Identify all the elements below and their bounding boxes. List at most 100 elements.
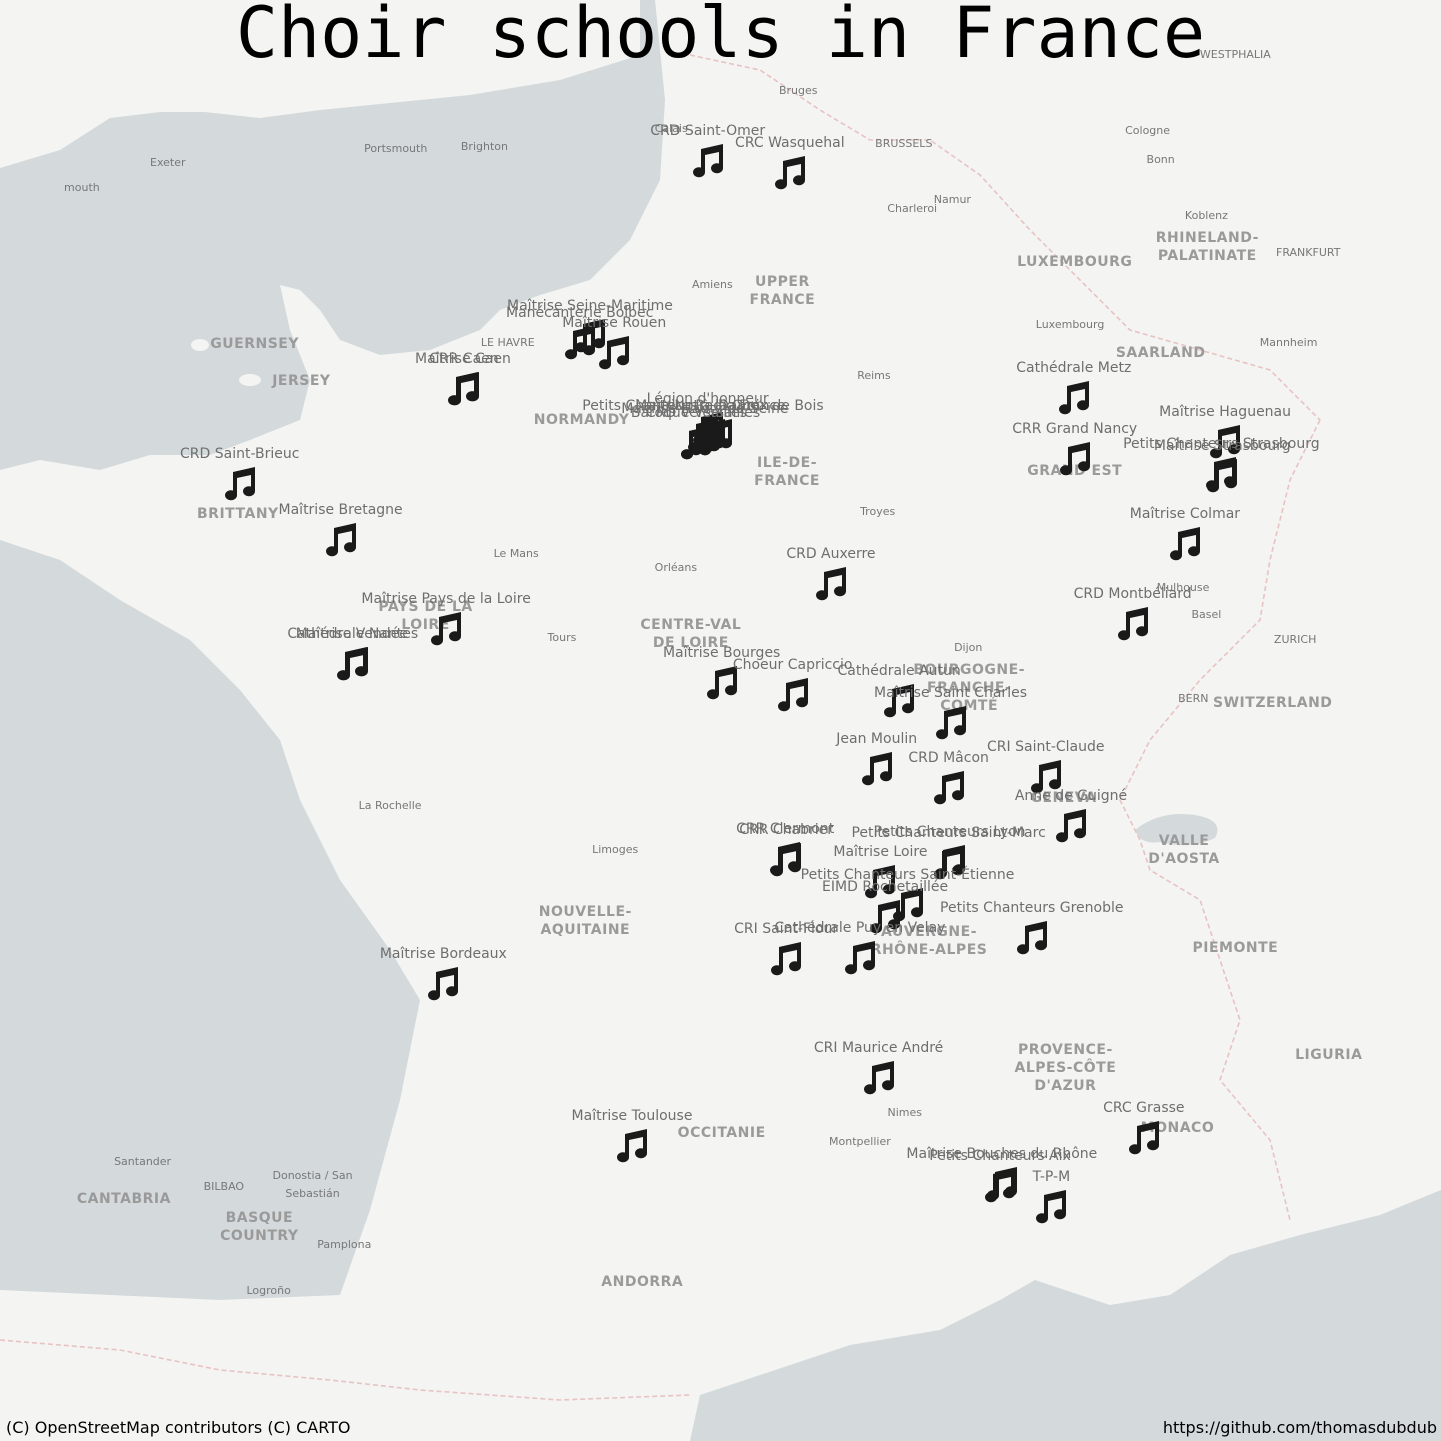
island-guernsey (191, 339, 209, 351)
source-link[interactable]: https://github.com/thomasdubdub (1162, 1418, 1437, 1437)
school-label: CRI Maurice André (813, 1040, 944, 1057)
music-note-icon[interactable] (560, 323, 600, 363)
music-note-icon[interactable] (676, 423, 716, 463)
music-note-icon[interactable] (929, 843, 969, 883)
school-label: Anne de Guigné (1014, 787, 1128, 804)
school-label: Maîtrise Strasbourg (1153, 437, 1291, 454)
school-label: Cathédrale Puy en Velay (774, 919, 946, 936)
music-note-icon[interactable] (688, 141, 728, 181)
school-label: Maîtrise Haguenau (1159, 403, 1292, 420)
school-label: Légion d'honneur (646, 390, 769, 407)
music-note-icon[interactable] (840, 938, 880, 978)
lake-geneva (1135, 814, 1218, 846)
city-label: Calais (654, 122, 688, 136)
music-note-icon[interactable] (444, 369, 484, 409)
school-label: Maîtrise Pays de la Loire (361, 591, 531, 608)
region-label: NORMANDY (533, 411, 630, 428)
mediterranean-sea (690, 1190, 1441, 1441)
music-note-icon[interactable] (423, 964, 463, 1004)
region-label: VALLE D'AOSTA (1148, 833, 1220, 868)
school-label: Maîtrise Bretagne (278, 502, 403, 519)
city-label: Amiens (691, 277, 733, 291)
city-label: Koblenz (1184, 209, 1228, 223)
music-note-icon[interactable] (612, 1126, 652, 1166)
music-note-icon[interactable] (702, 663, 742, 703)
city-label: Logroño (246, 1283, 291, 1297)
music-note-icon[interactable] (766, 840, 806, 880)
music-note-icon[interactable] (220, 464, 260, 504)
region-label: ANDORRA (601, 1273, 684, 1290)
music-note-icon[interactable] (1113, 604, 1153, 644)
city-label: Limoges (592, 843, 639, 857)
city-label: Reims (857, 368, 891, 382)
music-note-icon[interactable] (865, 897, 905, 937)
city-label: Orléans (654, 560, 698, 574)
region-label: LIGURIA (1295, 1047, 1363, 1064)
school-label: CRD Versailles (645, 405, 747, 422)
region-label: CENTRE-VAL DE LOIRE (640, 617, 742, 652)
city-label: Bonn (1146, 153, 1175, 167)
music-note-icon[interactable] (683, 416, 723, 456)
music-note-icon[interactable] (1205, 422, 1245, 462)
region-label: SWITZERLAND (1213, 694, 1333, 711)
school-label: Maîtrise Hauts-de-Seine (621, 400, 789, 417)
city-label: Mannheim (1259, 335, 1318, 349)
region-label: JERSEY (272, 373, 331, 390)
region-label: SAARLAND (1115, 344, 1206, 361)
music-note-icon[interactable] (426, 609, 466, 649)
music-note-icon[interactable] (1055, 439, 1095, 479)
region-label: BASQUE COUNTRY (220, 1210, 299, 1245)
school-label: CRI Saint-Claude (987, 738, 1105, 755)
school-label: Petits Chanteurs Saint-Marc (851, 825, 1046, 842)
music-note-icon[interactable] (811, 564, 851, 604)
school-label: Jean Moulin (836, 730, 918, 747)
music-note-icon[interactable] (1124, 1118, 1164, 1158)
city-label: Bruges (778, 83, 818, 97)
city-label: Portsmouth (364, 141, 428, 155)
school-label: Maîtrise Colmar (1129, 506, 1241, 523)
music-note-icon[interactable] (1202, 456, 1242, 496)
school-label: Maîtrise Caen (414, 351, 511, 367)
music-note-icon[interactable] (321, 520, 361, 560)
school-label: CRC Wasquehal (735, 134, 845, 151)
music-note-icon[interactable] (766, 939, 806, 979)
school-label: Maîtrise Loire (833, 843, 928, 860)
music-note-icon[interactable] (770, 153, 810, 193)
city-label: BERN (1178, 691, 1209, 705)
music-note-icon[interactable] (570, 316, 610, 356)
school-label: CRD Montbéliard (1073, 585, 1192, 602)
city-label: Cologne (1125, 123, 1171, 137)
music-note-icon[interactable] (931, 703, 971, 743)
music-note-icon[interactable] (859, 1058, 899, 1098)
music-note-icon[interactable] (1165, 524, 1205, 564)
music-note-icon[interactable] (773, 675, 813, 715)
music-note-icon[interactable] (980, 1166, 1020, 1206)
school-label: Petits Chanteurs à la Croix de Bois (582, 398, 824, 414)
city-label: FRANKFURT (1276, 245, 1341, 259)
school-label: CRI Saint-Flour (734, 920, 839, 937)
music-note-icon[interactable] (929, 768, 969, 808)
city-label: Namur (933, 193, 971, 207)
city-label: Dijon (954, 640, 983, 654)
city-label: ZURICH (1273, 632, 1317, 646)
music-note-icon[interactable] (879, 681, 919, 721)
music-note-icon[interactable] (1054, 378, 1094, 418)
attribution: (C) OpenStreetMap contributors (C) CARTO (6, 1418, 351, 1437)
school-label: CRC Grasse (1103, 1099, 1185, 1116)
school-label: CRR Chabrier (739, 822, 834, 839)
music-note-icon[interactable] (1012, 918, 1052, 958)
region-label: LUXEMBOURG (1017, 253, 1133, 270)
region-label: GRAND EST (1027, 462, 1123, 479)
region-label: ILE-DE- FRANCE (754, 455, 820, 490)
school-label: Maîtrise Bordeaux (379, 946, 507, 962)
music-note-icon[interactable] (1026, 757, 1066, 797)
school-label: CRD Auxerre (786, 545, 876, 562)
school-label: Maîtrise Seine-Maritime (507, 297, 673, 314)
music-note-icon[interactable] (857, 749, 897, 789)
music-note-icon[interactable] (860, 862, 900, 902)
music-note-icon[interactable] (1031, 1187, 1071, 1227)
music-note-icon[interactable] (1051, 806, 1091, 846)
music-note-icon[interactable] (594, 333, 634, 373)
music-note-icon[interactable] (333, 644, 373, 684)
